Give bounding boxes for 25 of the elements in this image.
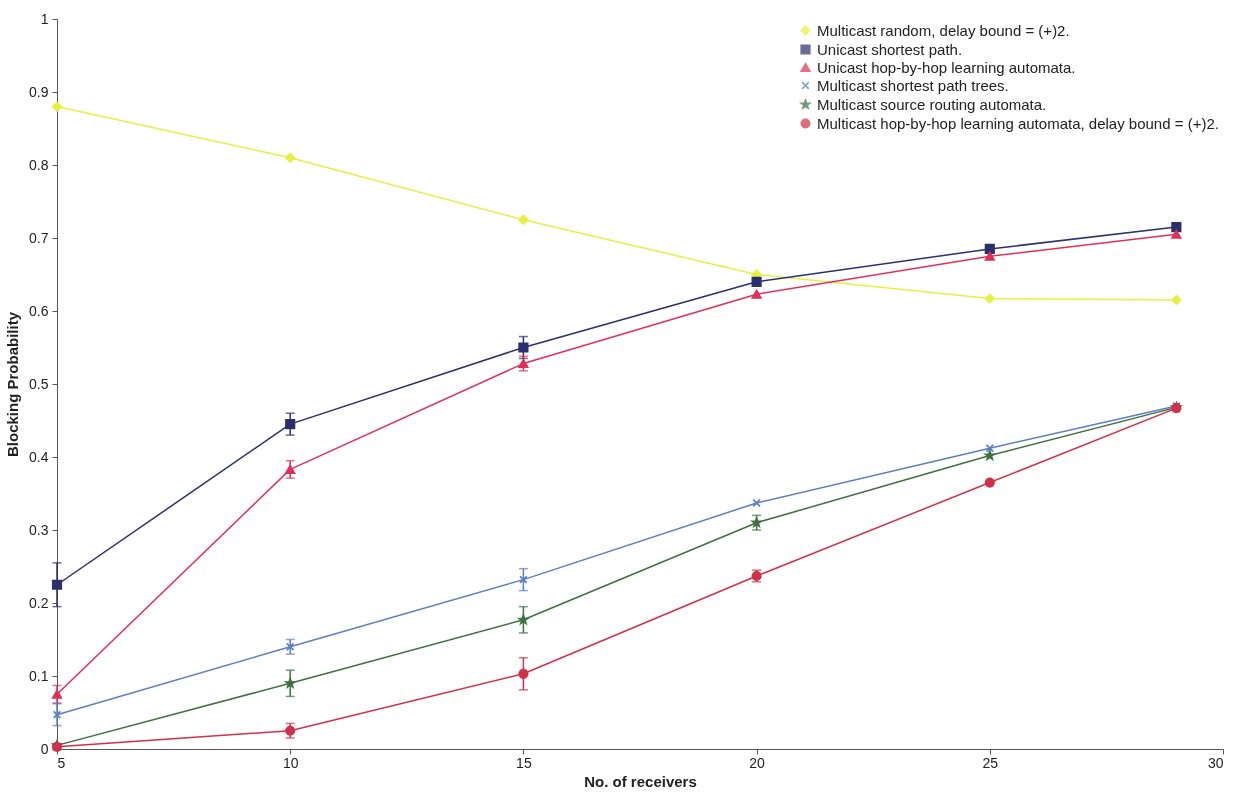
legend-label: Unicast hop-by-hop learning automata. <box>817 58 1076 76</box>
x-tick-label: 25 <box>982 754 999 771</box>
x-tick-label: 10 <box>282 754 299 771</box>
y-tick-label: 0.5 <box>29 375 49 392</box>
legend-label: Multicast source routing automata. <box>817 95 1047 113</box>
x-tick-label: 20 <box>749 754 766 771</box>
y-tick-label: 0.9 <box>29 83 49 100</box>
y-tick-label: 0.4 <box>29 448 49 465</box>
y-tick-label: 1 <box>40 10 49 27</box>
y-axis-title: Blocking Probability <box>4 311 22 458</box>
y-tick-label: 0.3 <box>29 521 49 538</box>
y-tick-label: 0.2 <box>29 594 49 611</box>
x-tick-label: 15 <box>516 754 532 771</box>
y-tick-label: 0.8 <box>29 156 49 173</box>
x-axis-title: No. of receivers <box>584 772 697 790</box>
legend-label: Multicast shortest path trees. <box>817 76 1009 94</box>
y-tick-label: 0.1 <box>29 667 49 684</box>
legend-label: Multicast random, delay bound = (+)2. <box>817 21 1070 39</box>
legend-label: Multicast hop-by-hop learning automata, delay bound = (+)2. <box>817 114 1219 132</box>
legend-label: Unicast shortest path. <box>817 40 963 58</box>
y-tick-label: 0.7 <box>29 229 49 246</box>
y-tick-label: 0.6 <box>29 302 49 319</box>
y-tick-label: 0 <box>40 740 49 757</box>
x-tick-label: 30 <box>1207 754 1224 771</box>
x-tick-label: 5 <box>57 754 66 771</box>
